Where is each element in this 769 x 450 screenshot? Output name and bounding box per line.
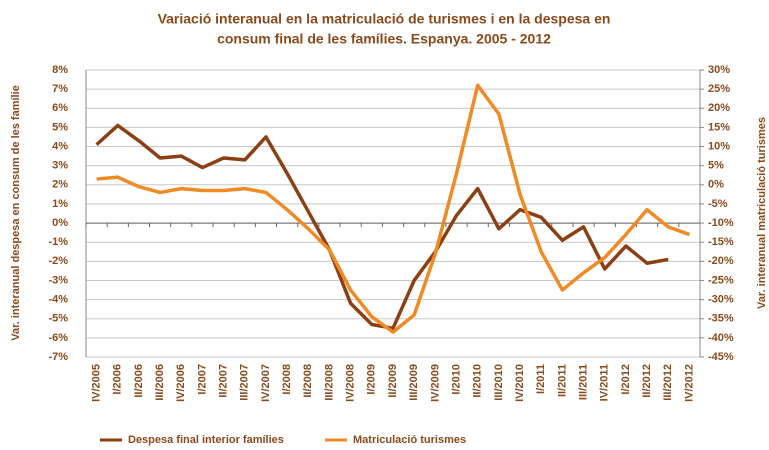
x-tick-label: III/2012 <box>662 364 674 401</box>
x-tick-label: III/2007 <box>239 364 251 401</box>
x-tick-label: II/2012 <box>641 364 653 398</box>
x-tick-label: II/2009 <box>387 364 399 398</box>
y-tick-label: -4% <box>48 294 68 306</box>
y2-tick-label: 20% <box>708 102 730 114</box>
y2-axis-label: Var. interanual matriculació turismes <box>756 117 768 309</box>
y2-tick-label: -30% <box>708 294 734 306</box>
y-tick-label: 4% <box>52 140 68 152</box>
y-tick-label: 6% <box>52 102 68 114</box>
y2-tick-label: -35% <box>708 313 734 325</box>
chart-title: consum final de les famílies. Espanya. 2… <box>217 31 551 47</box>
x-tick-label: IV/2009 <box>429 364 441 402</box>
x-tick-label: IV/2012 <box>683 364 695 402</box>
y-tick-label: 7% <box>52 83 68 95</box>
x-tick-label: I/2012 <box>620 364 632 395</box>
chart-title: Variació interanual en la matriculació d… <box>158 11 611 27</box>
x-tick-label: III/2010 <box>493 364 505 401</box>
y-tick-label: 1% <box>52 198 68 210</box>
y-tick-label: -1% <box>48 236 68 248</box>
y2-tick-label: -25% <box>708 274 734 286</box>
x-tick-label: IV/2007 <box>260 364 272 402</box>
x-tick-label: II/2008 <box>302 364 314 398</box>
y-tick-label: -3% <box>48 274 68 286</box>
x-tick-label: II/2011 <box>556 364 568 397</box>
x-tick-label: IV/2011 <box>599 364 611 401</box>
y2-tick-label: -45% <box>708 351 734 363</box>
x-tick-label: IV/2005 <box>90 364 102 402</box>
y2-tick-label: -5% <box>708 198 728 210</box>
x-tick-label: III/2011 <box>577 364 589 400</box>
x-tick-label: I/2008 <box>281 364 293 395</box>
x-tick-label: IV/2010 <box>514 364 526 402</box>
y-tick-label: 0% <box>52 217 68 229</box>
y-tick-label: -2% <box>48 255 68 267</box>
y-tick-label: 2% <box>52 179 68 191</box>
y2-tick-label: -40% <box>708 332 734 344</box>
x-tick-label: IV/2006 <box>175 364 187 402</box>
x-tick-label: I/2006 <box>112 364 124 395</box>
y2-tick-label: -10% <box>708 217 734 229</box>
y2-tick-label: 30% <box>708 64 730 76</box>
y2-tick-label: 5% <box>708 160 724 172</box>
x-tick-label: III/2009 <box>408 364 420 401</box>
x-tick-label: I/2009 <box>366 364 378 395</box>
y2-tick-label: -20% <box>708 255 734 267</box>
y-axis-label: Var. interanual despesa en consum de les… <box>10 85 22 341</box>
x-tick-label: IV/2008 <box>345 364 357 402</box>
x-tick-label: I/2010 <box>450 364 462 395</box>
x-tick-label: I/2011 <box>535 364 547 394</box>
x-tick-label: II/2007 <box>218 364 230 398</box>
y2-tick-label: 15% <box>708 121 730 133</box>
y-tick-label: 3% <box>52 160 68 172</box>
y-tick-label: 8% <box>52 64 68 76</box>
y2-tick-label: 10% <box>708 140 730 152</box>
x-tick-label: III/2006 <box>154 364 166 401</box>
legend-label: Matriculació turismes <box>353 434 466 446</box>
x-tick-label: III/2008 <box>323 364 335 401</box>
y-tick-label: -6% <box>48 332 68 344</box>
x-tick-label: I/2007 <box>196 364 208 395</box>
x-tick-label: II/2010 <box>472 364 484 398</box>
y2-tick-label: -15% <box>708 236 734 248</box>
y-tick-label: -5% <box>48 313 68 325</box>
y-tick-label: -7% <box>48 351 68 363</box>
y2-tick-label: 0% <box>708 179 724 191</box>
x-tick-label: II/2006 <box>133 364 145 398</box>
legend-label: Despesa final interior famílies <box>128 434 284 446</box>
y-tick-label: 5% <box>52 121 68 133</box>
line-series <box>96 83 691 334</box>
y2-tick-label: 25% <box>708 83 730 95</box>
